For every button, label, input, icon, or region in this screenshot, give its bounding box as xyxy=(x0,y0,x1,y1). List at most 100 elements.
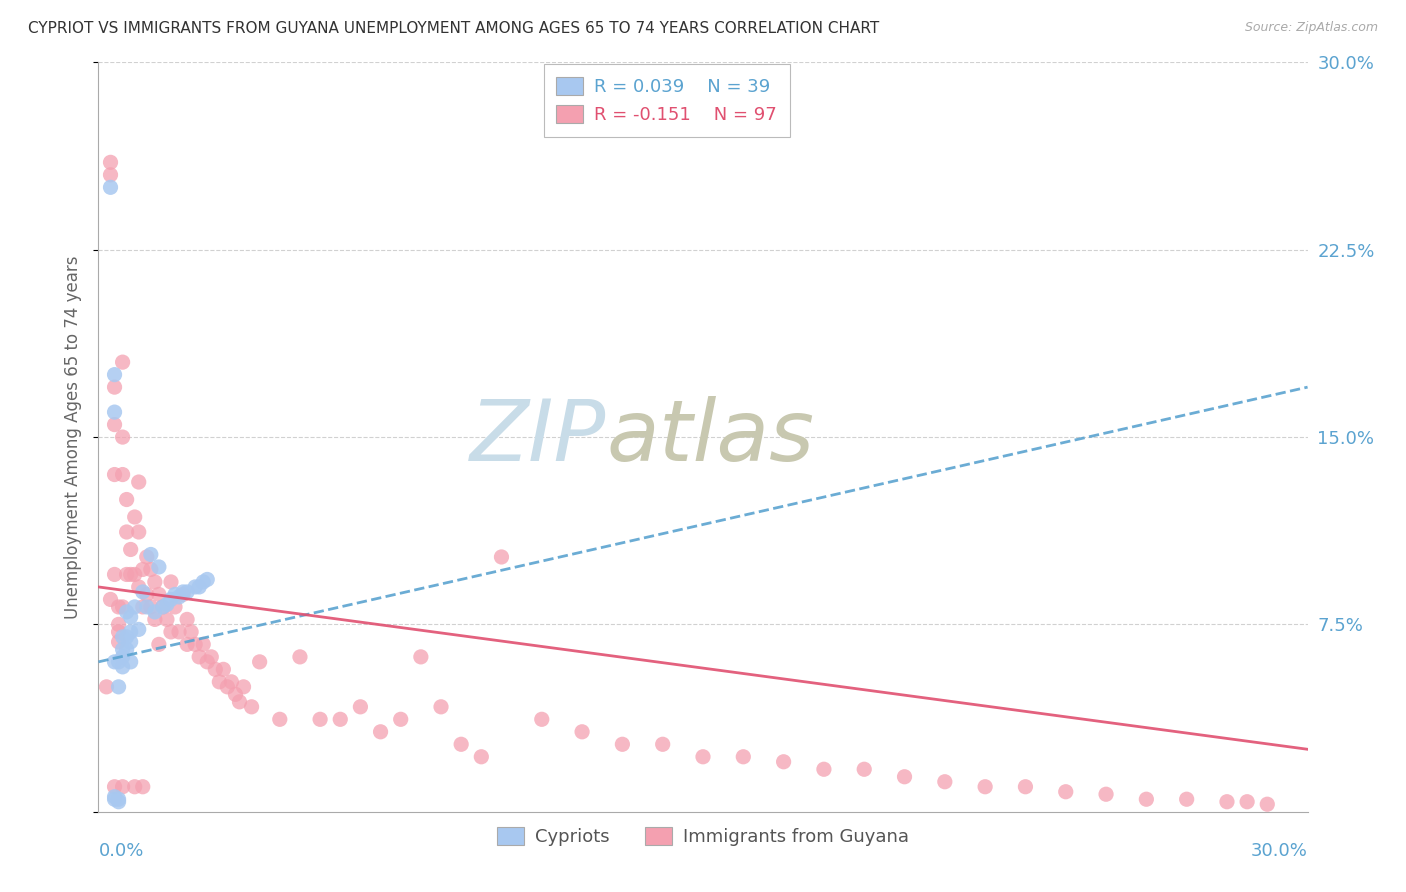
Text: 0.0%: 0.0% xyxy=(98,842,143,860)
Point xyxy=(269,712,291,726)
Text: atlas: atlas xyxy=(606,395,814,479)
Point xyxy=(124,780,146,794)
Point xyxy=(176,637,198,651)
Point xyxy=(167,624,190,639)
Text: ZIP: ZIP xyxy=(470,395,606,479)
Point xyxy=(143,574,166,589)
Point xyxy=(389,712,412,726)
Point xyxy=(152,599,174,614)
Point xyxy=(128,623,150,637)
Point xyxy=(132,599,155,614)
Point xyxy=(172,587,194,601)
Point xyxy=(450,737,472,751)
Point xyxy=(111,660,134,674)
Point xyxy=(111,780,134,794)
Point xyxy=(139,562,162,576)
Point xyxy=(135,549,157,564)
Point xyxy=(107,795,129,809)
Point xyxy=(349,699,371,714)
Point xyxy=(813,762,835,776)
Point xyxy=(124,510,146,524)
Point xyxy=(176,612,198,626)
Point xyxy=(167,590,190,604)
Point xyxy=(893,770,915,784)
Point xyxy=(115,567,138,582)
Point xyxy=(530,712,553,726)
Point xyxy=(103,417,125,432)
Point xyxy=(115,605,138,619)
Point xyxy=(111,649,134,664)
Point xyxy=(208,674,231,689)
Point xyxy=(184,580,207,594)
Point xyxy=(1175,792,1198,806)
Point xyxy=(240,699,263,714)
Point xyxy=(148,587,170,601)
Point xyxy=(143,612,166,626)
Point xyxy=(128,524,150,539)
Point xyxy=(692,749,714,764)
Point xyxy=(612,737,634,751)
Point xyxy=(772,755,794,769)
Point xyxy=(135,587,157,601)
Point xyxy=(184,637,207,651)
Point xyxy=(103,792,125,806)
Point xyxy=(1095,787,1118,801)
Point xyxy=(232,680,254,694)
Point xyxy=(120,635,142,649)
Point xyxy=(132,780,155,794)
Point xyxy=(107,792,129,806)
Point xyxy=(120,567,142,582)
Point xyxy=(120,655,142,669)
Point xyxy=(103,405,125,419)
Point xyxy=(163,587,186,601)
Point xyxy=(103,789,125,804)
Point xyxy=(224,687,246,701)
Point xyxy=(309,712,332,726)
Point xyxy=(172,585,194,599)
Text: Source: ZipAtlas.com: Source: ZipAtlas.com xyxy=(1244,21,1378,34)
Point xyxy=(103,655,125,669)
Point xyxy=(100,168,122,182)
Point xyxy=(200,649,222,664)
Point xyxy=(370,724,392,739)
Point xyxy=(111,630,134,644)
Point xyxy=(204,662,226,676)
Point xyxy=(100,180,122,194)
Point xyxy=(107,599,129,614)
Point xyxy=(288,649,311,664)
Point xyxy=(156,598,179,612)
Point xyxy=(115,492,138,507)
Point xyxy=(107,624,129,639)
Point xyxy=(152,599,174,614)
Point xyxy=(1135,792,1157,806)
Point xyxy=(160,624,183,639)
Point xyxy=(120,542,142,557)
Point xyxy=(111,355,134,369)
Point xyxy=(176,585,198,599)
Point xyxy=(143,605,166,619)
Point xyxy=(430,699,453,714)
Point xyxy=(733,749,755,764)
Point xyxy=(1014,780,1036,794)
Point xyxy=(1216,795,1239,809)
Point xyxy=(103,780,125,794)
Point xyxy=(148,637,170,651)
Point xyxy=(111,599,134,614)
Point xyxy=(120,610,142,624)
Point xyxy=(974,780,997,794)
Point xyxy=(100,592,122,607)
Point xyxy=(103,380,125,394)
Point xyxy=(217,680,239,694)
Point xyxy=(180,624,202,639)
Point xyxy=(111,430,134,444)
Point xyxy=(221,674,243,689)
Point xyxy=(571,724,593,739)
Point xyxy=(115,630,138,644)
Text: 30.0%: 30.0% xyxy=(1251,842,1308,860)
Point xyxy=(1054,785,1077,799)
Point xyxy=(409,649,432,664)
Point xyxy=(100,155,122,169)
Point xyxy=(107,617,129,632)
Point xyxy=(128,580,150,594)
Point xyxy=(193,637,215,651)
